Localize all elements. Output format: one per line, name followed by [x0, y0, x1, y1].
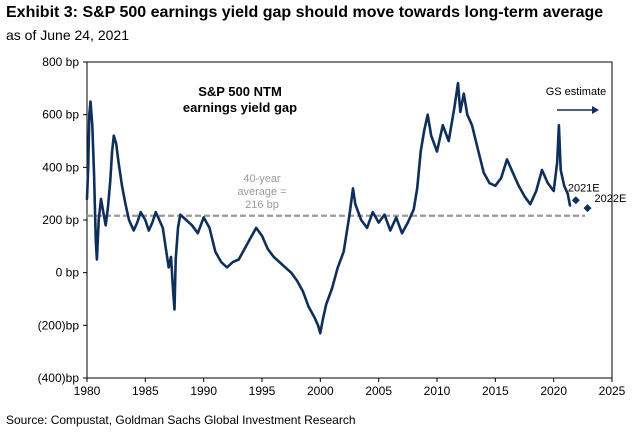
y-tick-label: (400)bp: [38, 371, 80, 385]
x-tick-label: 1990: [190, 384, 217, 398]
estimate-marker: [571, 196, 580, 205]
series-line: [85, 81, 572, 335]
chart-title-line: S&P 500 NTM: [198, 84, 282, 99]
exhibit-title: Exhibit 3: S&P 500 earnings yield gap sh…: [6, 4, 604, 21]
x-axis-ticks: 1980 1985 1990 1995 2000 2005 2010 2015 2020 2025: [74, 378, 626, 398]
average-label-line: 40-year: [243, 173, 281, 185]
exhibit-subtitle: as of June 24, 2021: [6, 27, 129, 43]
y-tick-label: 800 bp: [42, 55, 79, 69]
x-tick-label: 1995: [249, 384, 276, 398]
x-tick-label: 1985: [132, 384, 159, 398]
x-tick-label: 1980: [74, 384, 101, 398]
y-tick-label: 600 bp: [42, 108, 79, 122]
source-note: Source: Compustat, Goldman Sachs Global …: [6, 413, 356, 427]
gs-estimate-label: GS estimate: [546, 86, 607, 98]
gs-estimate-arrow-head: [592, 106, 599, 114]
average-label-line: 216 bp: [245, 199, 279, 211]
estimate-marker: [583, 204, 592, 213]
y-tick-label: 0 bp: [56, 266, 80, 280]
x-tick-label: 2025: [599, 384, 626, 398]
estimate-label: 2022E: [595, 193, 627, 205]
y-axis-ticks: 800 bp 600 bp 400 bp 200 bp 0 bp (200)bp (400)…: [38, 55, 87, 385]
gs-estimate-group: GS estimate: [546, 86, 607, 114]
x-tick-label: 2010: [424, 384, 451, 398]
average-label-line: average =: [237, 186, 286, 198]
y-tick-label: 200 bp: [42, 213, 79, 227]
x-tick-label: 2015: [482, 384, 509, 398]
estimate-label: 2021E: [568, 182, 600, 194]
series-group: [85, 81, 572, 335]
y-tick-label: 400 bp: [42, 160, 79, 174]
x-tick-label: 2005: [365, 384, 392, 398]
x-tick-label: 2000: [307, 384, 334, 398]
y-tick-label: (200)bp: [38, 318, 80, 332]
x-tick-label: 2020: [540, 384, 567, 398]
chart-title-line: earnings yield gap: [183, 100, 297, 115]
